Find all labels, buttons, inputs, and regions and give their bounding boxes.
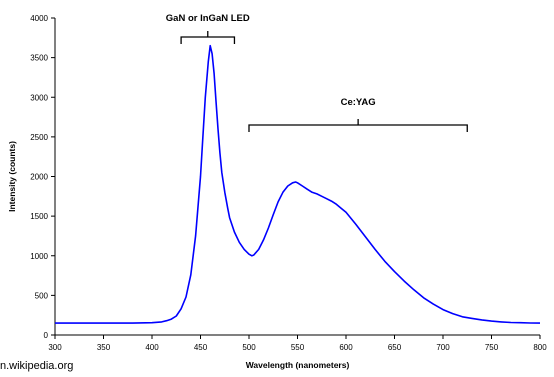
x-tick-label: 700 bbox=[436, 343, 450, 352]
y-tick-label: 2000 bbox=[30, 173, 48, 182]
x-tick-label: 550 bbox=[291, 343, 305, 352]
y-tick-label: 3000 bbox=[30, 93, 48, 102]
y-tick-label: 500 bbox=[35, 291, 49, 300]
x-tick-label: 300 bbox=[48, 343, 62, 352]
x-axis-title: Wavelength (nanometers) bbox=[246, 360, 350, 370]
annotation-label: GaN or InGaN LED bbox=[166, 13, 250, 24]
y-tick-label: 0 bbox=[44, 331, 49, 340]
y-tick-label: 2500 bbox=[30, 133, 48, 142]
bracket-line bbox=[180, 31, 236, 44]
y-tick-label: 3500 bbox=[30, 54, 48, 63]
y-tick-label: 1000 bbox=[30, 252, 48, 261]
x-tick-label: 600 bbox=[339, 343, 353, 352]
source-caption: n.wikipedia.org bbox=[0, 360, 74, 372]
x-tick-label: 450 bbox=[194, 343, 208, 352]
x-tick-label: 750 bbox=[485, 343, 499, 352]
y-tick-label: 1500 bbox=[30, 212, 48, 221]
annotation-label: Ce:YAG bbox=[341, 97, 376, 108]
x-tick-label: 800 bbox=[533, 343, 547, 352]
y-axis-title: Intensity (counts) bbox=[7, 141, 17, 212]
x-tick-label: 350 bbox=[97, 343, 111, 352]
x-tick-label: 400 bbox=[145, 343, 159, 352]
bracket-line bbox=[248, 119, 468, 132]
y-tick-label: 4000 bbox=[30, 14, 48, 23]
spectrum-series-line bbox=[55, 44, 541, 324]
annotation-bracket: Ce:YAG bbox=[248, 97, 468, 132]
x-tick-label: 500 bbox=[242, 343, 256, 352]
annotation-bracket: GaN or InGaN LED bbox=[166, 13, 250, 44]
x-tick-label: 650 bbox=[388, 343, 402, 352]
